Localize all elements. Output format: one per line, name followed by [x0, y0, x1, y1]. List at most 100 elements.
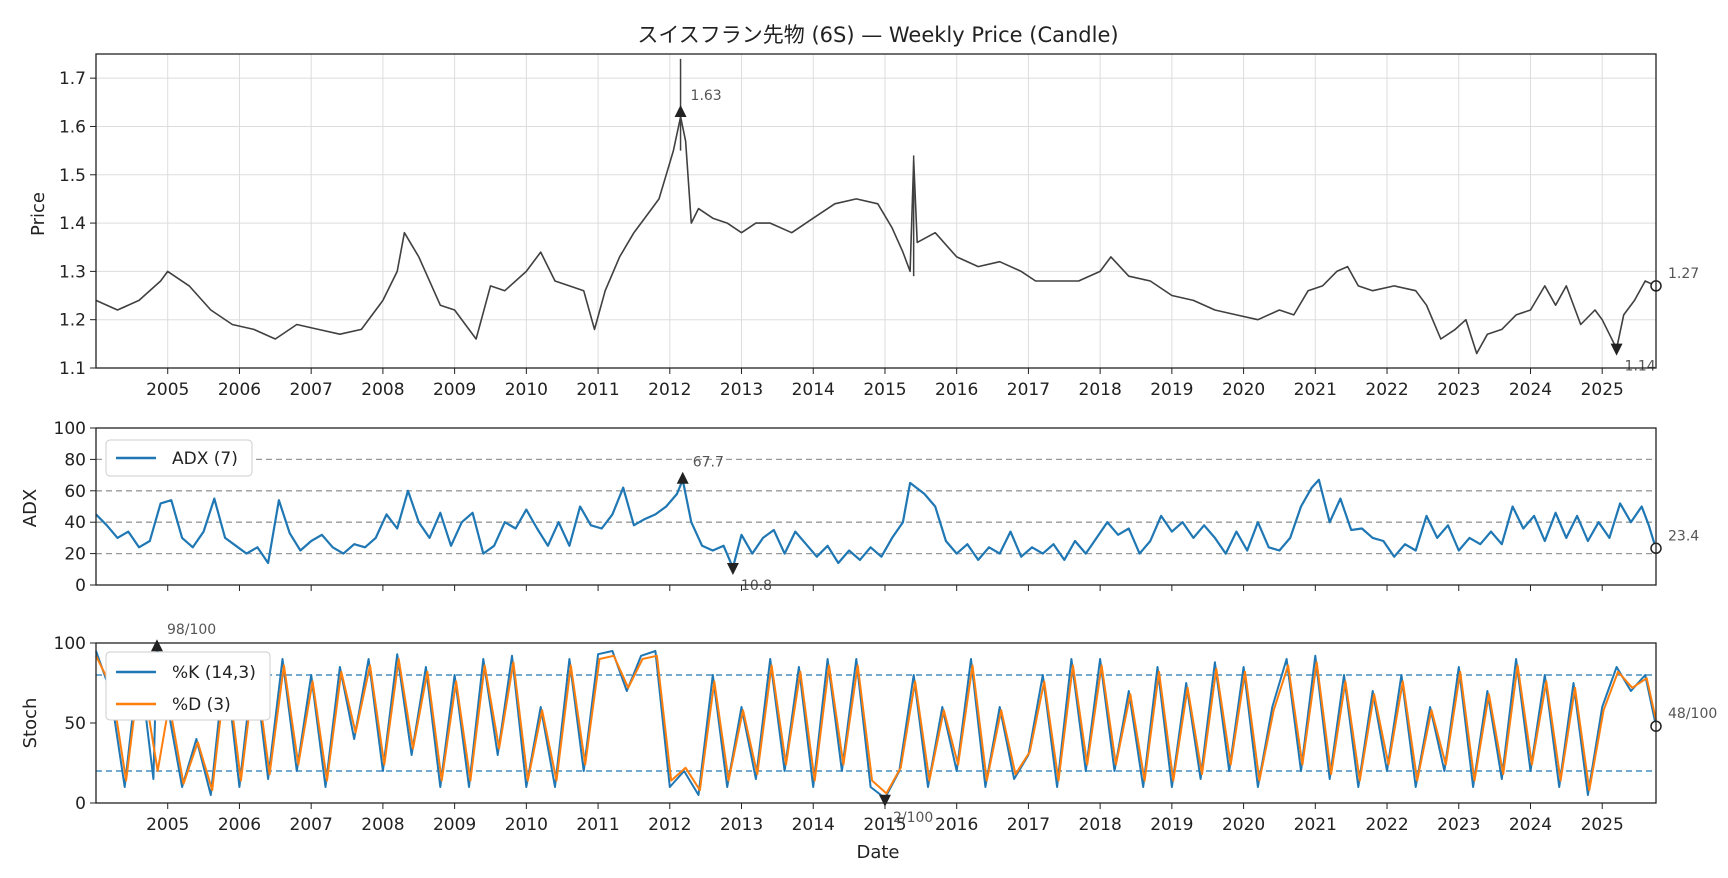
- x-tick-label: 2006: [218, 815, 261, 835]
- x-tick-label: 2025: [1581, 815, 1624, 835]
- x-tick-label: 2006: [218, 380, 261, 400]
- x-tick-label: 2005: [146, 815, 189, 835]
- adx-annotations: 67.7 10.8 23.4: [676, 455, 1699, 594]
- series-line--k-14-3-: [95, 645, 1657, 800]
- adx-legend-label: ADX (7): [172, 449, 238, 469]
- x-tick-label: 2013: [720, 380, 763, 400]
- x-tick-label: 2010: [505, 380, 548, 400]
- x-tick-label: 2008: [361, 380, 404, 400]
- adx-legend-box: [105, 439, 253, 477]
- y-tick-label: 1.7: [59, 69, 86, 89]
- x-tick-label: 2015: [863, 380, 906, 400]
- x-tick-label: 2022: [1365, 380, 1408, 400]
- x-tick-label: 2019: [1150, 380, 1193, 400]
- max-marker: [674, 104, 687, 117]
- x-tick-label: 2017: [1007, 380, 1050, 400]
- x-tick-label: 2018: [1079, 815, 1122, 835]
- min-label: 10.8: [741, 578, 772, 594]
- max-marker: [150, 639, 163, 652]
- y-tick-label: 0: [75, 576, 86, 596]
- price-panel: 1.11.21.31.41.51.61.7 2005 2006 2007 2008 20…: [28, 53, 1699, 400]
- stoch-grid: [96, 674, 1656, 772]
- x-axis-label: Date: [856, 842, 899, 863]
- stoch-annotations: 98/100 2/100 48/100: [150, 622, 1717, 826]
- max-label: 98/100: [167, 622, 216, 638]
- x-tick-label: 2021: [1294, 380, 1337, 400]
- y-tick-label: 20: [64, 545, 86, 565]
- stoch-y-ticks: 0 50 100: [54, 634, 96, 814]
- min-marker: [726, 563, 739, 576]
- price-series: [95, 58, 1657, 355]
- x-tick-label: 2024: [1509, 815, 1552, 835]
- x-tick-label: 2016: [935, 815, 978, 835]
- series-line-adx-7-: [95, 478, 1658, 569]
- last-label: 1.27: [1668, 266, 1699, 282]
- x-tick-label: 2022: [1365, 815, 1408, 835]
- y-tick-label: 1.5: [59, 166, 86, 186]
- x-tick-label: 2021: [1294, 815, 1337, 835]
- x-tick-label: 2018: [1079, 380, 1122, 400]
- min-label: 2/100: [893, 810, 933, 826]
- y-tick-label: 1.1: [59, 359, 86, 379]
- min-label: 1.14: [1625, 359, 1656, 375]
- max-label: 1.63: [691, 88, 722, 104]
- x-tick-label: 2020: [1222, 815, 1265, 835]
- y-tick-label: 40: [64, 513, 86, 533]
- chart-title: スイスフラン先物 (6S) — Weekly Price (Candle): [637, 23, 1118, 47]
- y-tick-label: 100: [54, 419, 86, 439]
- price-x-ticks: 2005 2006 2007 2008 2009 2010 2011 2012 2013 2014…: [146, 368, 1624, 400]
- adx-panel: 0 20 40 60 80 100 67.7 10.8 23.4 ADX ADX (7): [20, 419, 1699, 596]
- series-line-weekly-close-approx-: [95, 116, 1657, 355]
- x-tick-label: 2010: [505, 815, 548, 835]
- x-tick-label: 2012: [648, 380, 691, 400]
- x-tick-label: 2009: [433, 815, 476, 835]
- x-tick-label: 2014: [792, 380, 835, 400]
- stoch-x-ticks: 2005 2006 2007 2008 2009 2010 2011 2012 2013 2014…: [146, 803, 1624, 835]
- x-tick-label: 2007: [290, 815, 333, 835]
- x-tick-label: 2025: [1581, 380, 1624, 400]
- x-tick-label: 2013: [720, 815, 763, 835]
- x-tick-label: 2011: [576, 380, 619, 400]
- max-marker: [676, 471, 689, 484]
- price-annotations: 1.63 1.14 1.27: [674, 88, 1699, 375]
- adx-series: [95, 478, 1658, 569]
- x-tick-label: 2024: [1509, 380, 1552, 400]
- y-tick-label: 80: [64, 450, 86, 470]
- y-tick-label: 1.2: [59, 311, 86, 331]
- x-tick-label: 2023: [1437, 815, 1480, 835]
- price-grid: [96, 54, 1656, 369]
- x-tick-label: 2015: [863, 815, 906, 835]
- x-tick-label: 2012: [648, 815, 691, 835]
- stoch-frame: [95, 642, 1657, 804]
- y-tick-label: 1.6: [59, 117, 86, 137]
- min-marker: [878, 794, 891, 807]
- price-y-ticks: 1.1 1.2 1.3 1.4 1.5 1.6 1.7: [59, 69, 96, 379]
- last-label: 23.4: [1668, 528, 1699, 544]
- x-tick-label: 2014: [792, 815, 835, 835]
- y-tick-label: 60: [64, 482, 86, 502]
- last-label: 48/100: [1668, 706, 1717, 722]
- adx-x-ticks: [167, 585, 1603, 591]
- y-tick-label: 50: [64, 714, 86, 734]
- x-tick-label: 2009: [433, 380, 476, 400]
- x-tick-label: 2020: [1222, 380, 1265, 400]
- min-marker: [1610, 343, 1623, 356]
- x-tick-label: 2016: [935, 380, 978, 400]
- adx-y-label: ADX: [20, 489, 41, 528]
- price-y-label: Price: [28, 192, 49, 236]
- series-line--d-3-: [95, 654, 1657, 795]
- stoch-y-label: Stoch: [20, 698, 41, 749]
- price-frame: [95, 53, 1657, 369]
- stoch-legend: %K (14,3) %D (3): [105, 651, 271, 721]
- x-tick-label: 2017: [1007, 815, 1050, 835]
- x-tick-label: 2011: [576, 815, 619, 835]
- y-tick-label: 100: [54, 634, 86, 654]
- adx-grid: [96, 458, 1656, 555]
- adx-frame: [95, 427, 1657, 586]
- x-tick-label: 2008: [361, 815, 404, 835]
- x-tick-label: 2019: [1150, 815, 1193, 835]
- x-tick-label: 2023: [1437, 380, 1480, 400]
- x-tick-label: 2007: [290, 380, 333, 400]
- stoch-legend-d-label: %D (3): [172, 695, 231, 715]
- y-tick-label: 1.3: [59, 262, 86, 282]
